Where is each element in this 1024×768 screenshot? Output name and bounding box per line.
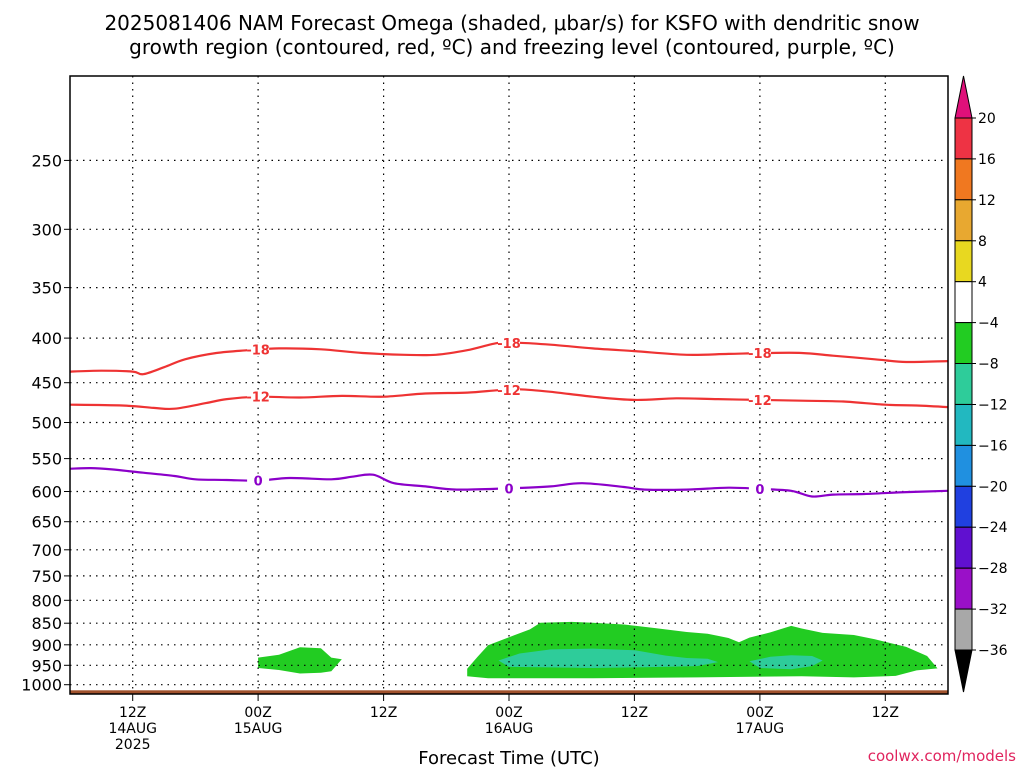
y-tick-label-600: 600 <box>31 483 62 502</box>
y-tick-label-350: 350 <box>31 279 62 298</box>
x-tick-label-1-1: 15AUG <box>234 721 283 737</box>
ground-surface <box>70 690 948 694</box>
contour-label-3-3: 0 <box>755 483 764 498</box>
y-tick-label-700: 700 <box>31 541 62 560</box>
y-tick-label-950: 950 <box>31 656 62 675</box>
contour-label-3-2: 0 <box>504 482 513 497</box>
y-tick-label-900: 900 <box>31 636 62 655</box>
credit-text: coolwx.com/models <box>868 747 1016 765</box>
colorbar-segment-1 <box>954 117 973 160</box>
colorbar-segment-3 <box>954 199 973 242</box>
y-tick-label-650: 650 <box>31 513 62 532</box>
plot-area: -18 -18 -18 -12 -12 -12 0 0 0 250 300 350 400 450 500… <box>21 75 949 753</box>
contour-label-1-3: -18 <box>748 347 772 362</box>
x-tick-label-1-0: 00Z <box>244 705 271 721</box>
contour-label-bg-1-3 <box>748 346 771 361</box>
omega-region-2 <box>467 621 938 679</box>
y-tick-label-850: 850 <box>31 614 62 633</box>
y-tick-label-450: 450 <box>31 374 62 393</box>
chart-title-line1: 2025081406 NAM Forecast Omega (shaded, μ… <box>104 11 919 35</box>
grid-lines <box>70 76 948 694</box>
colorbar-label-3: 12 <box>978 193 996 209</box>
colorbar-label-8: −12 <box>978 398 1008 414</box>
contour-label-bg-1-1 <box>247 342 270 357</box>
contour-label-bg-1-2 <box>498 335 520 350</box>
chart-title-line2: growth region (contoured, red, ºC) and f… <box>129 35 895 59</box>
omega-region-3 <box>498 648 718 668</box>
colorbar-segment-7 <box>954 363 973 405</box>
colorbar-label-2: 16 <box>978 152 996 168</box>
contour-label-bg-2-1 <box>247 389 270 404</box>
contour-label-1-2: -18 <box>497 337 521 352</box>
y-tick-label-550: 550 <box>31 450 62 469</box>
y-tick-label-250: 250 <box>31 151 62 170</box>
omega-region-4 <box>749 655 823 670</box>
colorbar-segment-5 <box>954 281 973 324</box>
colorbar-segment-12 <box>954 567 973 610</box>
x-tick-label-5-1: 17AUG <box>736 721 785 737</box>
x-tick-label-0-1: 14AUG <box>108 721 157 737</box>
colorbar: 20 16 12 8 4 −4 −8 −12 −16 −20 −24 −28 −32 −36 <box>954 75 1008 693</box>
contour-label-2-3: -12 <box>748 394 772 409</box>
x-tick-label-4-0: 12Z <box>621 705 648 721</box>
colorbar-label-10: −20 <box>978 479 1008 495</box>
x-tick-label-3-1: 16AUG <box>485 721 534 737</box>
contour-line-3 <box>69 466 949 498</box>
x-tick-label-3-0: 00Z <box>495 705 522 721</box>
omega-region-1 <box>258 647 342 674</box>
colorbar-label-13: −32 <box>978 602 1008 618</box>
omega-shading <box>258 621 938 679</box>
y-tick-label-750: 750 <box>31 567 62 586</box>
colorbar-segment-4 <box>954 240 973 283</box>
colorbar-label-7: −8 <box>978 357 999 373</box>
x-tick-label-0-0: 12Z <box>119 705 146 721</box>
colorbar-segment-10 <box>954 485 973 528</box>
contour-label-bg-3-3 <box>748 481 771 496</box>
colorbar-label-14: −36 <box>978 643 1008 659</box>
colorbar-label-12: −28 <box>978 561 1008 577</box>
contour-label-bg-3-1 <box>247 473 270 488</box>
y-tick-label-1000: 1000 <box>21 676 62 695</box>
colorbar-segment-2 <box>954 158 973 201</box>
colorbar-label-4: 8 <box>978 234 987 250</box>
x-axis-label: Forecast Time (UTC) <box>418 748 599 768</box>
contour-line-1 <box>69 341 949 376</box>
colorbar-segment-8 <box>954 404 973 446</box>
colorbar-bottom-arrow <box>954 649 973 693</box>
contour-label-1-1: -18 <box>246 344 270 359</box>
colorbar-label-5: 4 <box>978 275 987 291</box>
contour-label-2-1: -12 <box>246 391 270 406</box>
colorbar-segment-9 <box>954 444 973 487</box>
x-tick-label-5-0: 00Z <box>746 705 773 721</box>
colorbar-segment-13 <box>954 608 973 651</box>
y-tick-label-300: 300 <box>31 220 62 239</box>
colorbar-label-6: −4 <box>978 316 999 332</box>
y-tick-label-400: 400 <box>31 329 62 348</box>
y-tick-label-800: 800 <box>31 591 62 610</box>
colorbar-segment-11 <box>954 526 973 569</box>
colorbar-segment-6 <box>954 322 973 365</box>
contour-label-2-2: -12 <box>497 384 521 399</box>
contour-label-3-1: 0 <box>254 475 263 490</box>
x-tick-label-6-0: 12Z <box>872 705 899 721</box>
x-tick-label-0-2: 2025 <box>115 737 151 753</box>
colorbar-top-arrow <box>954 75 973 119</box>
x-tick-label-2-0: 12Z <box>370 705 397 721</box>
y-axis: 250 300 350 400 450 500 550 600 650 700 750 800 850 9… <box>21 151 70 695</box>
contour-label-bg-2-3 <box>748 392 771 407</box>
y-tick-label-500: 500 <box>31 414 62 433</box>
colorbar-label-9: −16 <box>978 438 1008 454</box>
contour-label-bg-3-2 <box>498 481 520 496</box>
contour-label-bg-2-2 <box>498 382 520 397</box>
contour-lines: -18 -18 -18 -12 -12 -12 0 0 0 <box>69 335 949 498</box>
colorbar-label-11: −24 <box>978 520 1008 536</box>
colorbar-label-1: 20 <box>978 111 996 127</box>
